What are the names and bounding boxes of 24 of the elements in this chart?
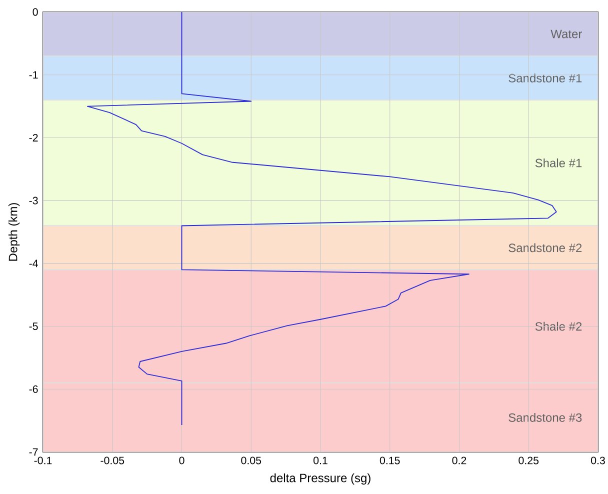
y-tick-label: -7 xyxy=(29,448,38,456)
y-tick-label: 0 xyxy=(32,8,38,16)
y-tick-label: -1 xyxy=(29,71,38,79)
band-label: Sandstone #3 xyxy=(508,413,582,422)
x-tick-label: -0.1 xyxy=(34,456,52,464)
x-axis-title: delta Pressure (sg) xyxy=(270,473,370,485)
band-label: Shale #1 xyxy=(535,158,582,168)
x-tick-label: 0.25 xyxy=(518,456,539,464)
y-tick-label: -3 xyxy=(29,196,38,204)
x-tick-label: 0.1 xyxy=(314,456,328,464)
x-tick-label: 0.15 xyxy=(380,456,400,464)
x-tick-label: -0.05 xyxy=(100,456,124,464)
y-tick-label: -6 xyxy=(29,385,38,393)
x-tick-label: 0.2 xyxy=(452,456,466,464)
band-label: Sandstone #2 xyxy=(508,243,582,252)
y-tick-label: -4 xyxy=(29,260,38,268)
band-label: Water xyxy=(550,30,582,38)
band-label: Sandstone #1 xyxy=(508,74,582,82)
x-tick-label: 0.05 xyxy=(241,456,262,464)
y-axis-title: Depth (km) xyxy=(8,203,20,261)
y-tick-label: -5 xyxy=(29,322,38,330)
y-tick-label: -2 xyxy=(29,134,38,142)
x-tick-label: 0.3 xyxy=(591,456,605,464)
x-tick-label: 0 xyxy=(179,456,184,464)
